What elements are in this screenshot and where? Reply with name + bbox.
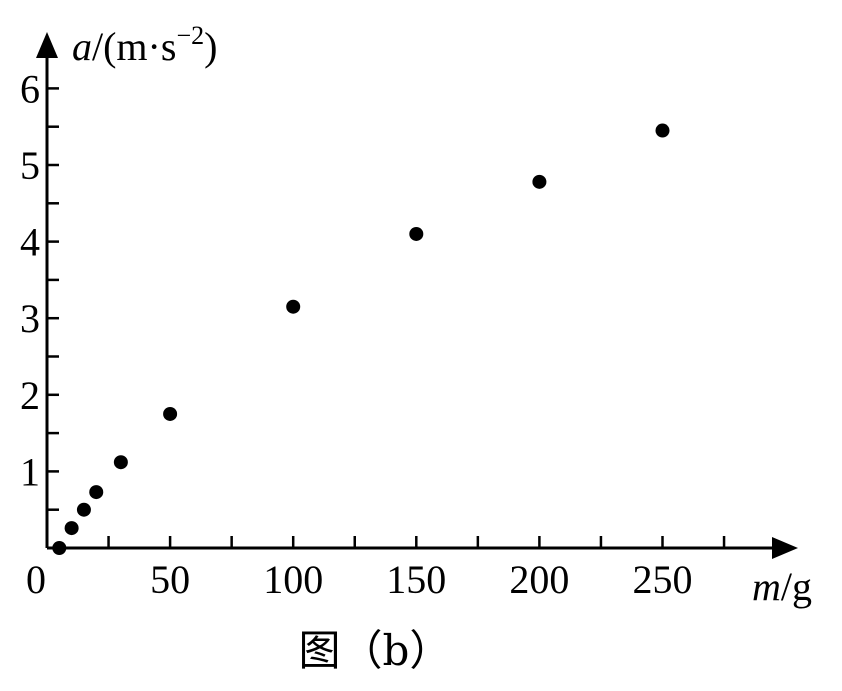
x-tick-label: 0 [26,557,46,602]
data-points [52,123,670,555]
data-point [76,502,91,517]
y-tick-label: 4 [20,220,40,265]
data-point [89,485,104,500]
data-point [655,123,670,138]
y-axis-arrow [36,32,58,58]
y-tick-label: 5 [20,143,40,188]
data-point [64,521,79,536]
y-axis-title: a/(m·s−2) [72,21,217,69]
y-tick-label: 3 [20,296,40,341]
x-tick-label: 150 [386,557,446,602]
axes [36,32,798,559]
data-point [163,406,178,421]
y-tick-label: 2 [20,373,40,418]
x-tick-label: 100 [263,557,323,602]
x-axis-title: m/g [752,564,812,609]
data-point [409,226,424,241]
data-point [286,299,301,314]
x-tick-label: 200 [509,557,569,602]
data-point [532,174,547,189]
tick-labels: 0 50 100 150 200 250 1 2 3 4 5 6 [20,66,693,602]
figure-caption: 图（b） [299,626,452,675]
data-point [52,541,67,555]
x-axis-arrow [772,537,798,559]
y-tick-label: 6 [20,66,40,111]
y-tick-label: 1 [20,449,40,494]
data-point [113,455,128,470]
x-tick-label: 50 [150,557,190,602]
x-tick-label: 250 [633,557,693,602]
ticks [47,87,726,548]
